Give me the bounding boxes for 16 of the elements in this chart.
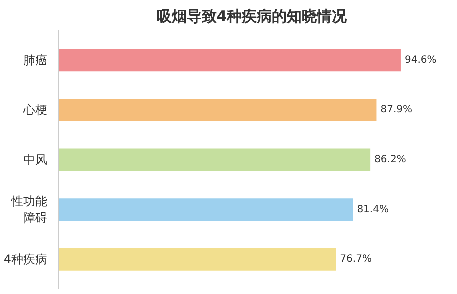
y-tick-label: 性功能障碍 bbox=[10, 194, 48, 226]
bar bbox=[58, 248, 336, 271]
y-tick-label: 心梗 bbox=[22, 103, 48, 118]
data-label: 94.6% bbox=[404, 54, 437, 66]
data-label: 86.2% bbox=[374, 154, 406, 166]
bar bbox=[58, 198, 354, 222]
data-label: 87.9% bbox=[380, 104, 413, 116]
y-tick-label: 中风 bbox=[24, 153, 48, 167]
data-label: 81.4% bbox=[357, 204, 389, 216]
bar bbox=[58, 49, 401, 72]
chart-title: 吸烟导致4种疾病的知晓情况 bbox=[156, 8, 348, 26]
y-tick-label: 肺癌 bbox=[24, 53, 48, 68]
bar bbox=[58, 98, 377, 122]
data-label: 76.7% bbox=[340, 254, 372, 266]
y-tick-label: 4种疾病 bbox=[4, 252, 48, 267]
bar bbox=[58, 148, 371, 172]
